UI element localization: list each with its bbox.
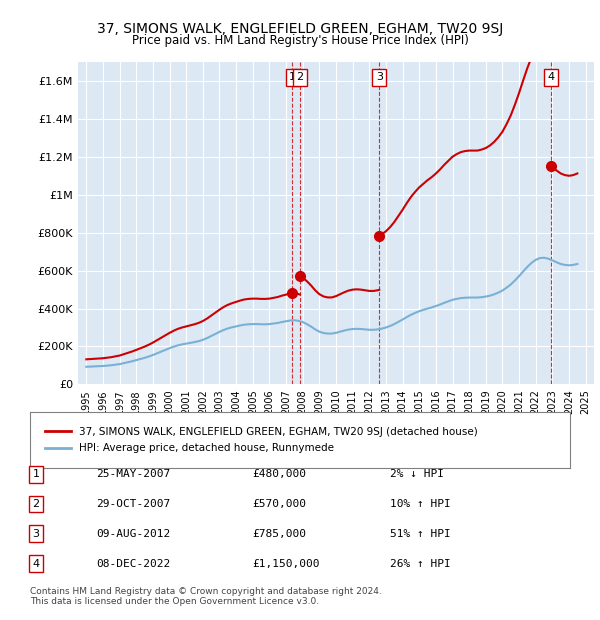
Text: 1: 1 <box>32 469 40 479</box>
Text: 37, SIMONS WALK, ENGLEFIELD GREEN, EGHAM, TW20 9SJ: 37, SIMONS WALK, ENGLEFIELD GREEN, EGHAM… <box>97 22 503 36</box>
Text: 4: 4 <box>548 72 555 82</box>
Text: 1: 1 <box>289 72 296 82</box>
Text: £480,000: £480,000 <box>252 469 306 479</box>
Text: 3: 3 <box>376 72 383 82</box>
Text: 2: 2 <box>32 499 40 509</box>
Text: 2: 2 <box>296 72 304 82</box>
Legend: 37, SIMONS WALK, ENGLEFIELD GREEN, EGHAM, TW20 9SJ (detached house), HPI: Averag: 37, SIMONS WALK, ENGLEFIELD GREEN, EGHAM… <box>41 423 482 458</box>
Text: £1,150,000: £1,150,000 <box>252 559 320 569</box>
Text: 08-DEC-2022: 08-DEC-2022 <box>96 559 170 569</box>
Text: 3: 3 <box>32 529 40 539</box>
Text: 25-MAY-2007: 25-MAY-2007 <box>96 469 170 479</box>
Text: £570,000: £570,000 <box>252 499 306 509</box>
Text: 09-AUG-2012: 09-AUG-2012 <box>96 529 170 539</box>
Text: Price paid vs. HM Land Registry's House Price Index (HPI): Price paid vs. HM Land Registry's House … <box>131 34 469 47</box>
Text: 29-OCT-2007: 29-OCT-2007 <box>96 499 170 509</box>
Text: 4: 4 <box>32 559 40 569</box>
Text: 26% ↑ HPI: 26% ↑ HPI <box>390 559 451 569</box>
Text: 10% ↑ HPI: 10% ↑ HPI <box>390 499 451 509</box>
Text: 51% ↑ HPI: 51% ↑ HPI <box>390 529 451 539</box>
Text: Contains HM Land Registry data © Crown copyright and database right 2024.
This d: Contains HM Land Registry data © Crown c… <box>30 587 382 606</box>
Text: 2% ↓ HPI: 2% ↓ HPI <box>390 469 444 479</box>
Text: £785,000: £785,000 <box>252 529 306 539</box>
